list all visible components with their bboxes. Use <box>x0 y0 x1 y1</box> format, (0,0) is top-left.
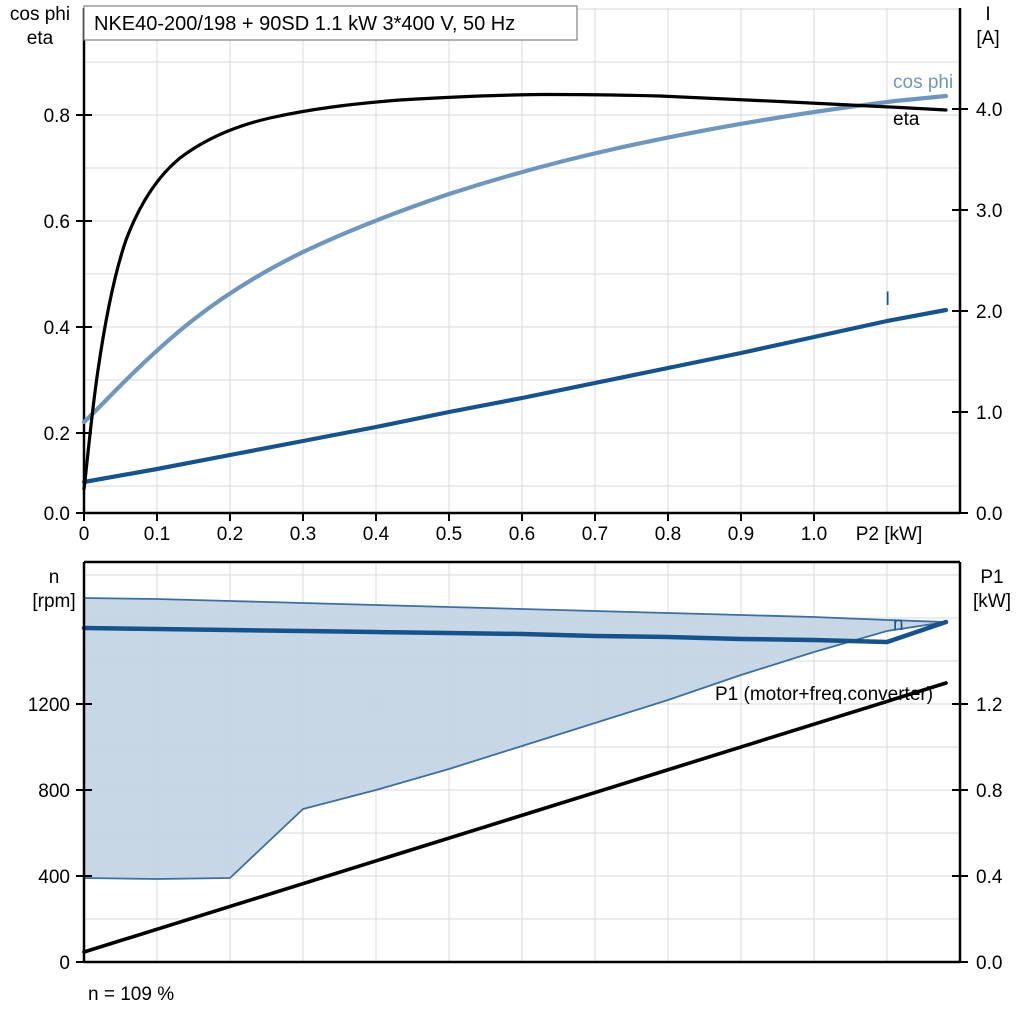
bottom-right-tick-3: 1.2 <box>976 695 1002 716</box>
bottom-left-axis-title-line2: [rpm] <box>32 591 75 612</box>
top-x-tick-9: 0.9 <box>728 524 754 545</box>
bottom-chart-axes <box>82 560 962 964</box>
top-x-tick-8: 0.8 <box>655 524 681 545</box>
top-right-tick-2: 2.0 <box>976 302 1002 323</box>
p1-curve-label: P1 (motor+freq.converter) <box>715 684 933 705</box>
top-x-tick-2: 0.2 <box>217 524 243 545</box>
top-x-tick-3: 0.3 <box>290 524 316 545</box>
bottom-chart-right-ticks <box>952 703 968 963</box>
footnote-speed-percent: n = 109 % <box>88 984 174 1005</box>
speed-envelope-lower <box>83 621 947 880</box>
bottom-left-tick-1: 400 <box>38 867 70 888</box>
eta-curve <box>82 92 948 491</box>
top-x-tick-1: 0.1 <box>144 524 170 545</box>
title-box <box>83 5 578 41</box>
cos-phi-curve-label: cos phi <box>893 72 953 93</box>
top-right-axis-title-line2: [A] <box>976 28 999 49</box>
bottom-chart-left-ticks <box>76 703 92 963</box>
bottom-left-tick-3: 1200 <box>28 695 70 716</box>
top-left-tick-3: 0.6 <box>44 212 70 233</box>
top-left-axis-title-line2: eta <box>27 28 54 49</box>
bottom-right-tick-1: 0.4 <box>976 867 1003 888</box>
top-x-axis-title: P2 [kW] <box>856 524 923 545</box>
current-curve <box>81 307 949 485</box>
top-left-tick-2: 0.4 <box>44 318 71 339</box>
speed-curve-label: n <box>893 614 904 635</box>
bottom-chart: 0 400 800 1200 0.0 0.4 0.8 1.2 n [rpm] P… <box>28 560 1011 974</box>
top-x-tick-7: 0.7 <box>582 524 608 545</box>
speed-curve <box>81 619 949 645</box>
top-right-tick-1: 1.0 <box>976 403 1002 424</box>
top-right-tick-0: 0.0 <box>976 504 1002 525</box>
bottom-right-tick-2: 0.8 <box>976 781 1002 802</box>
speed-operating-band <box>84 598 946 879</box>
top-left-tick-0: 0.0 <box>44 504 70 525</box>
speed-envelope-upper <box>83 597 947 623</box>
top-x-tick-0: 0 <box>79 524 90 545</box>
top-right-axis-title-line1: I <box>985 4 990 25</box>
top-left-axis-title-line1: cos phi <box>10 4 70 25</box>
top-x-tick-4: 0.4 <box>363 524 390 545</box>
top-chart-horizontal-gridlines <box>84 8 960 487</box>
top-left-tick-1: 0.2 <box>44 424 70 445</box>
top-left-tick-4: 0.8 <box>44 106 70 127</box>
top-chart-right-ticks <box>952 108 968 514</box>
p1-power-curve <box>82 681 948 954</box>
bottom-left-axis-title-line1: n <box>49 567 60 588</box>
bottom-left-tick-0: 0 <box>59 953 70 974</box>
top-chart-x-ticks <box>83 505 815 521</box>
bottom-right-axis-title-line2: [kW] <box>973 591 1011 612</box>
top-chart: 0.0 0.2 0.4 0.6 0.8 0.0 1.0 2.0 3.0 4.0 <box>10 4 1003 545</box>
chart-title: NKE40-200/198 + 90SD 1.1 kW 3*400 V, 50 … <box>94 13 515 35</box>
current-curve-label: I <box>885 289 890 310</box>
top-x-tick-6: 0.6 <box>509 524 535 545</box>
top-x-tick-10: 1.0 <box>801 524 827 545</box>
bottom-right-tick-0: 0.0 <box>976 953 1002 974</box>
top-right-tick-3: 3.0 <box>976 201 1002 222</box>
bottom-left-tick-2: 800 <box>38 781 70 802</box>
eta-curve-label: eta <box>893 109 920 130</box>
bottom-right-axis-title-line1: P1 <box>980 567 1003 588</box>
top-x-tick-5: 0.5 <box>436 524 462 545</box>
cos-phi-curve <box>81 93 949 425</box>
top-chart-vertical-gridlines <box>83 8 888 513</box>
top-right-tick-4: 4.0 <box>976 100 1002 121</box>
